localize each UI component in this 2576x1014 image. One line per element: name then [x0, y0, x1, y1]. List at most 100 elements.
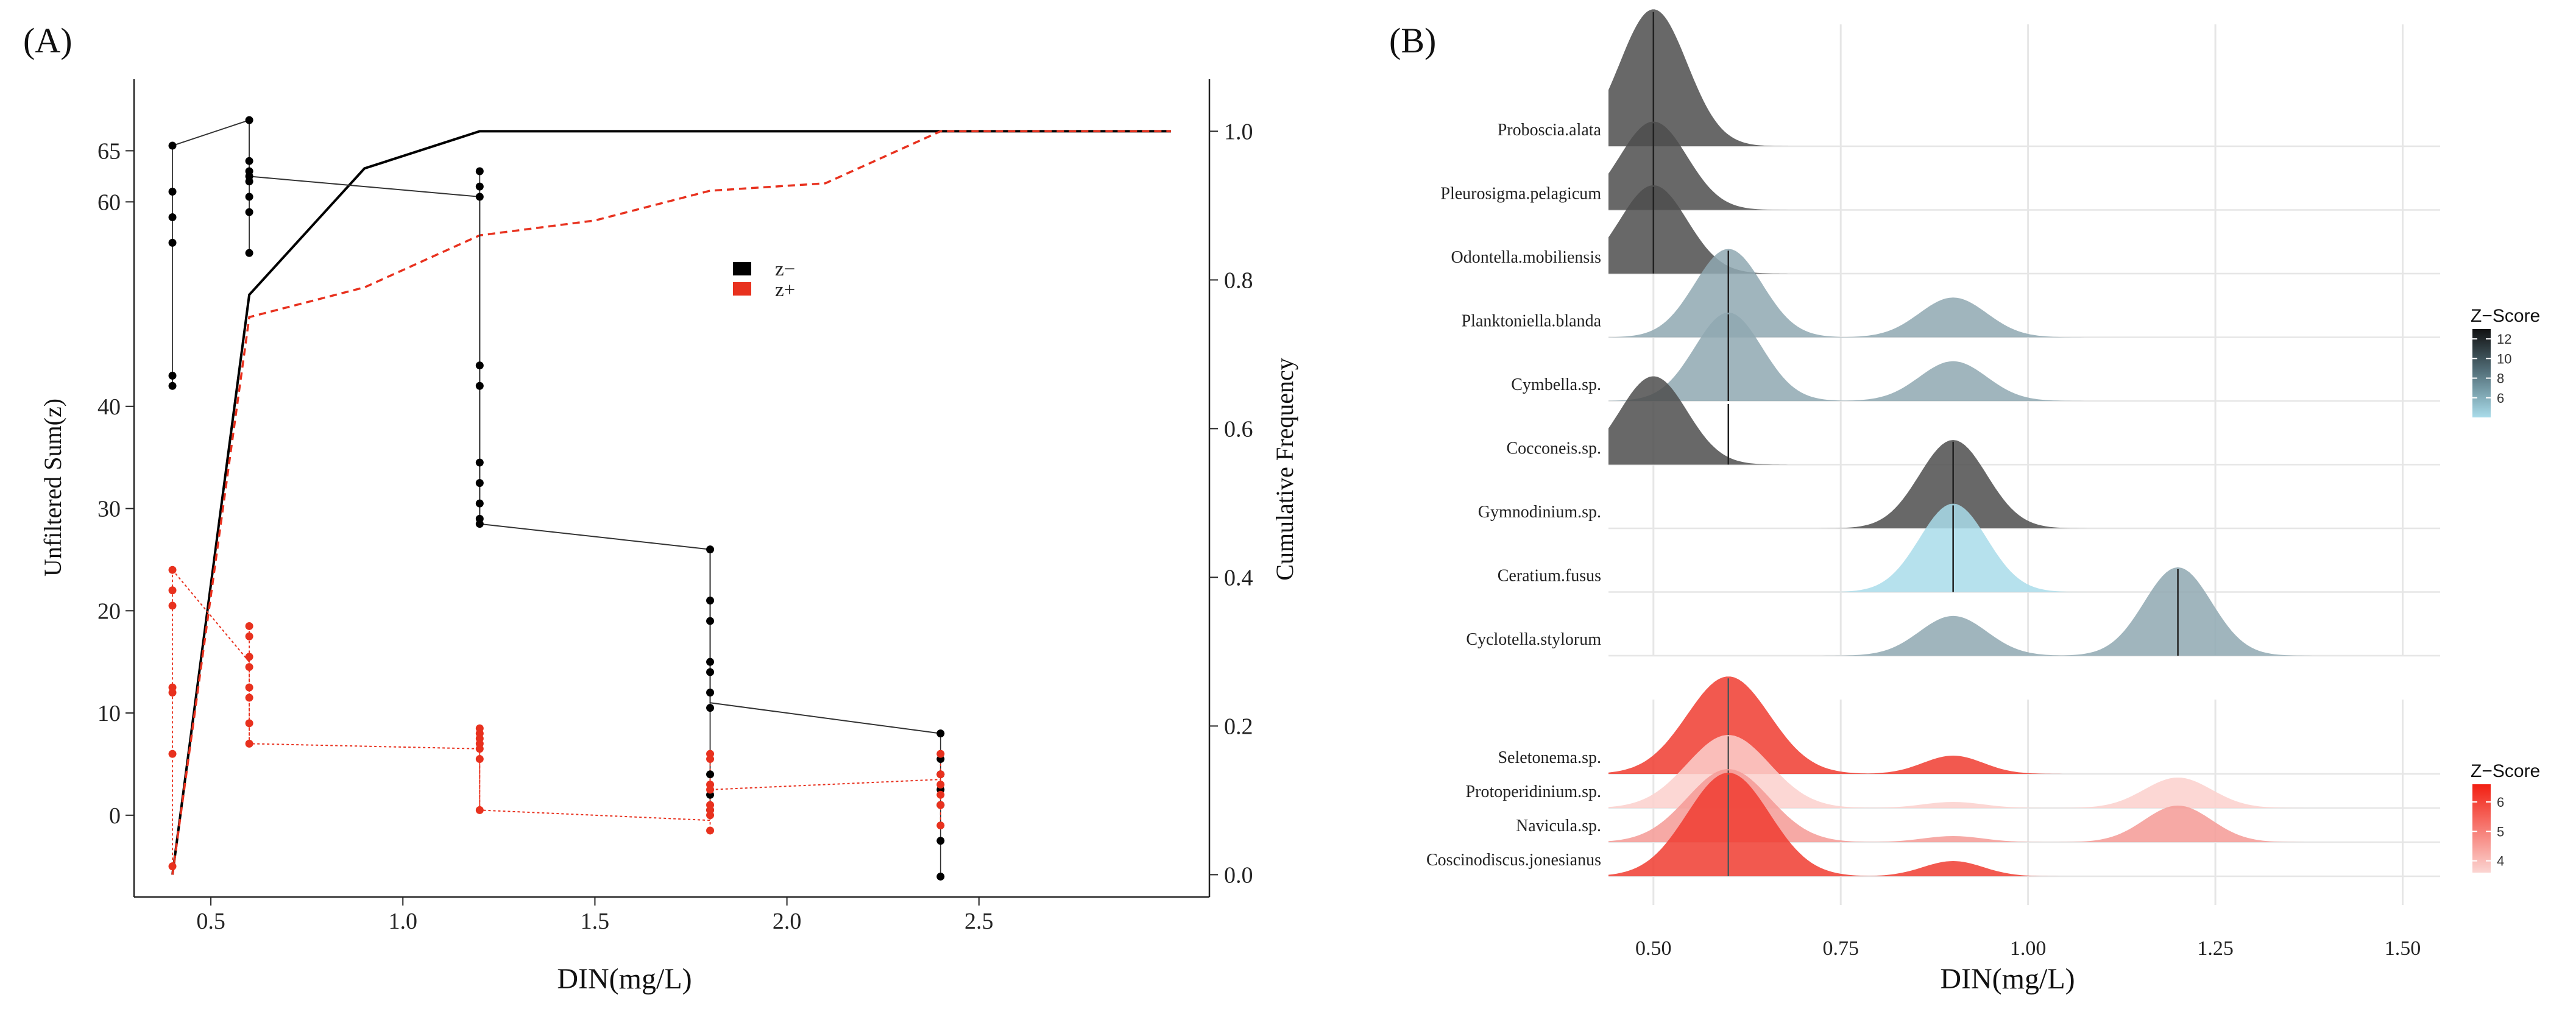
legend-label-z-plus: z+: [775, 279, 795, 301]
connector-line-z-plus: [172, 569, 941, 821]
ridge-density-Cymbella.sp.: [1608, 313, 1864, 401]
legend-tick-label: 12: [2497, 332, 2511, 347]
species-label: Planktoniella.blanda: [1462, 312, 1602, 331]
data-point-z-minus: [706, 658, 715, 666]
panel-b-legend-top: Z−Score 12 10 8 6: [2471, 306, 2540, 417]
legend-swatch-z-minus: [733, 262, 751, 275]
y2-tick-label: 0.4: [1224, 565, 1253, 590]
species-label: Proboscia.alata: [1498, 121, 1602, 140]
legend-tick-label: 10: [2497, 351, 2511, 366]
data-point-z-plus: [706, 755, 715, 764]
panel-a-cumulative-lines: [171, 130, 1171, 875]
y-tick-label: 60: [97, 190, 121, 215]
panel-b-x-ticks: 0.50 0.75 1.00 1.25 1.50: [1635, 937, 2421, 960]
species-label: Cocconeis.sp.: [1506, 439, 1601, 458]
data-point-z-plus: [245, 622, 253, 630]
data-point-z-minus: [706, 770, 715, 779]
data-point-z-minus: [475, 361, 484, 370]
ridge-density-Coscinodiscus.jonesianus: [1833, 861, 2073, 876]
panel-b-species-labels: Proboscia.alata Pleurosigma.pelagicum Odon…: [1426, 121, 1602, 870]
panel-a-legend: z− z+: [733, 258, 795, 301]
data-point-z-minus: [706, 545, 715, 554]
data-point-z-minus: [245, 249, 253, 257]
data-point-z-minus: [706, 597, 715, 605]
y-tick-label: 40: [97, 394, 121, 420]
data-point-z-minus: [706, 704, 715, 712]
data-point-z-plus: [245, 719, 253, 728]
legend-top-title: Z−Score: [2471, 306, 2540, 326]
y2-tick-label: 1.0: [1224, 119, 1253, 144]
data-point-z-minus: [475, 193, 484, 201]
ridge-density-Seletonema.sp.: [1608, 676, 1894, 774]
y-tick-label: 0: [109, 803, 121, 829]
data-point-z-plus: [168, 586, 177, 595]
data-point-z-plus: [936, 790, 945, 799]
data-point-z-minus: [706, 668, 715, 676]
data-point-z-minus: [245, 116, 253, 124]
ridge-density-Planktoniella.blanda: [1608, 249, 1864, 338]
data-point-z-plus: [245, 693, 253, 702]
data-point-z-minus: [475, 167, 484, 176]
x-tick-label: 1.00: [2010, 937, 2047, 960]
panel-a-y2-axis-title: Cumulative Frequency: [1271, 358, 1298, 580]
panel-a-y-axis-title: Unfiltered Sum(z): [39, 399, 66, 576]
data-point-z-plus: [245, 739, 253, 748]
species-label: Ceratium.fusus: [1498, 567, 1601, 586]
ridge-density-Protoperidinium.sp.: [1608, 735, 1894, 808]
ridge-density-Protoperidinium.sp.: [2043, 778, 2313, 808]
legend-swatch-z-plus: [733, 282, 751, 296]
species-label: Seletonema.sp.: [1498, 748, 1601, 767]
ridge-density-Protoperidinium.sp.: [1833, 802, 2073, 808]
legend-bottom-colorbar: [2472, 784, 2491, 873]
data-point-z-minus: [168, 381, 177, 390]
legend-tick-label: 6: [2497, 795, 2504, 810]
legend-tick-label: 5: [2497, 824, 2504, 839]
y2-tick-label: 0.6: [1224, 416, 1253, 442]
data-point-z-minus: [475, 499, 484, 508]
panel-b-ridges: [1608, 9, 2313, 876]
data-point-z-minus: [245, 193, 253, 201]
y2-tick-label: 0.0: [1224, 862, 1253, 888]
species-label: Pleurosigma.pelagicum: [1440, 185, 1601, 204]
panel-a-label: (A): [23, 21, 73, 60]
x-tick-label: 1.25: [2197, 937, 2234, 960]
data-point-z-plus: [475, 755, 484, 764]
panel-b-label: (B): [1389, 21, 1436, 60]
species-label: Cymbella.sp.: [1511, 375, 1601, 394]
species-label: Navicula.sp.: [1516, 817, 1601, 835]
legend-label-z-minus: z−: [775, 258, 795, 280]
panel-a: (A) 0.5 1.0 1.5 2.0 2.5 0 10 20 30 40 60 65 0.0 0.2…: [23, 21, 1298, 995]
panel-a-y2-ticks: 0.0 0.2 0.4 0.6 0.8 1.0: [1209, 119, 1253, 888]
data-point-z-minus: [168, 141, 177, 150]
x-tick-label: 0.75: [1822, 937, 1859, 960]
x-tick-label: 1.50: [2385, 937, 2421, 960]
data-point-z-plus: [168, 566, 177, 574]
panel-a-x-ticks: 0.5 1.0 1.5 2.0 2.5: [196, 897, 994, 934]
ridge-density-Cocconeis.sp.: [1608, 376, 1789, 465]
connector-line-z-minus: [172, 119, 941, 734]
data-point-z-plus: [706, 811, 715, 820]
legend-tick-label: 6: [2497, 391, 2504, 406]
data-point-z-plus: [168, 689, 177, 697]
ridge-density-Cyclotella.stylorum: [1818, 615, 2089, 656]
data-point-z-minus: [475, 381, 484, 390]
data-point-z-plus: [706, 826, 715, 835]
ridge-density-Navicula.sp.: [2043, 806, 2313, 842]
data-point-z-plus: [168, 750, 177, 758]
ridge-density-Cymbella.sp.: [1818, 361, 2089, 401]
x-tick-label: 1.0: [389, 909, 418, 934]
data-point-z-minus: [475, 458, 484, 467]
data-point-z-minus: [936, 872, 945, 881]
data-point-z-minus: [706, 617, 715, 625]
data-point-z-plus: [245, 683, 253, 692]
y-tick-label: 10: [97, 701, 121, 726]
data-point-z-plus: [936, 821, 945, 830]
ridge-density-Seletonema.sp.: [1833, 756, 2073, 774]
data-point-z-plus: [936, 770, 945, 779]
species-label: Odontella.mobiliensis: [1451, 248, 1601, 267]
data-point-z-minus: [245, 208, 253, 216]
x-tick-label: 0.5: [196, 909, 225, 934]
data-point-z-plus: [168, 601, 177, 610]
panel-a-y-ticks: 0 10 20 30 40 60 65: [97, 138, 134, 829]
